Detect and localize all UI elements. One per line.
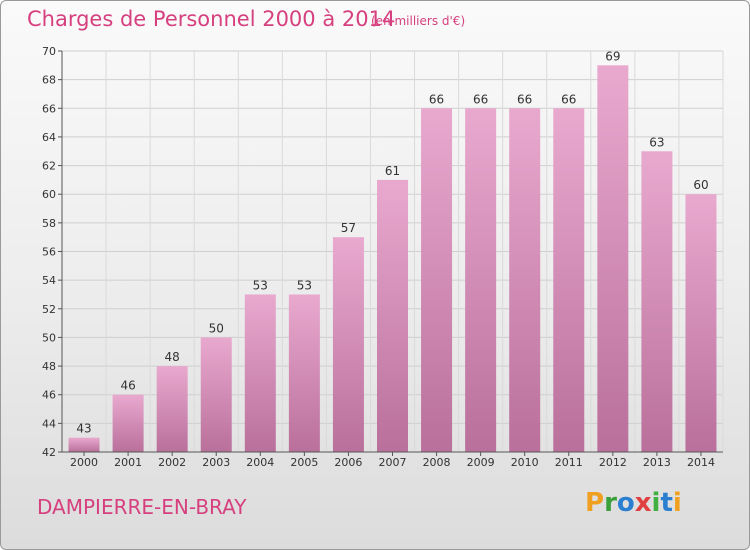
value-label-2012: 69 [605,49,620,63]
y-tick-label: 42 [42,446,56,459]
bar-2000 [68,437,100,452]
x-tick-label-2005: 2005 [290,456,318,469]
value-label-2005: 53 [297,278,312,292]
value-label-2004: 53 [253,278,268,292]
x-tick-label-2011: 2011 [555,456,583,469]
y-tick-label: 68 [42,74,56,87]
y-tick-label: 62 [42,160,56,173]
x-tick-label-2014: 2014 [687,456,715,469]
y-tick-label: 52 [42,303,56,316]
bar-2003 [200,337,232,452]
x-tick-label-2007: 2007 [379,456,407,469]
value-label-2010: 66 [517,92,532,106]
bar-2008 [421,108,453,453]
y-tick-label: 70 [42,45,56,58]
x-tick-label-2003: 2003 [202,456,230,469]
x-tick-label-2013: 2013 [643,456,671,469]
bar-2012 [597,65,629,453]
value-label-2002: 48 [165,350,180,364]
chart-subtitle: (en milliers d'€) [371,14,466,28]
y-tick-label: 58 [42,217,56,230]
x-tick-label-2006: 2006 [334,456,362,469]
bar-2005 [288,294,320,452]
value-label-2009: 66 [473,92,488,106]
chart-title: Charges de Personnel 2000 à 2014 [27,7,396,31]
value-label-2003: 50 [209,321,224,335]
y-tick-label: 44 [42,417,56,430]
bar-2010 [509,108,541,453]
y-tick-label: 46 [42,389,56,402]
y-tick-label: 64 [42,131,56,144]
bar-2001 [112,394,144,452]
bar-2002 [156,366,188,452]
value-label-2001: 46 [120,379,135,393]
bars: 43 46 48 50 53 53 57 61 66 66 66 66 69 63 60 [68,49,717,453]
x-tick-label-2001: 2001 [114,456,142,469]
y-tick-label: 50 [42,331,56,344]
y-tick-label: 48 [42,360,56,373]
bar-2007 [377,179,408,452]
bar-2009 [465,108,497,453]
value-label-2000: 43 [76,422,91,436]
value-label-2013: 63 [649,135,664,149]
value-label-2007: 61 [385,164,400,178]
value-label-2006: 57 [341,221,356,235]
x-tick-label-2004: 2004 [246,456,274,469]
proxiti-logo: Proxiti [585,488,682,518]
bar-2004 [244,294,276,452]
value-label-2008: 66 [429,92,444,106]
x-tick-label-2010: 2010 [511,456,539,469]
value-label-2014: 60 [693,178,708,192]
y-tick-label: 66 [42,102,56,115]
bar-2014 [685,194,717,452]
x-tick-label-2000: 2000 [70,456,98,469]
bar-2011 [553,108,585,453]
x-tick-label-2009: 2009 [467,456,495,469]
bar-2013 [641,151,673,452]
x-tick-label-2008: 2008 [423,456,451,469]
axes: 42 44 46 48 50 52 54 56 58 60 62 64 66 68 70 2000 2001 20… [42,45,723,469]
y-tick-label: 60 [42,188,56,201]
bar-2006 [332,237,364,452]
y-tick-label: 56 [42,246,56,259]
commune-name: DAMPIERRE-EN-BRAY [37,495,247,519]
x-tick-label-2002: 2002 [158,456,186,469]
x-tick-label-2012: 2012 [599,456,627,469]
y-tick-label: 54 [42,274,56,287]
value-label-2011: 66 [561,92,576,106]
